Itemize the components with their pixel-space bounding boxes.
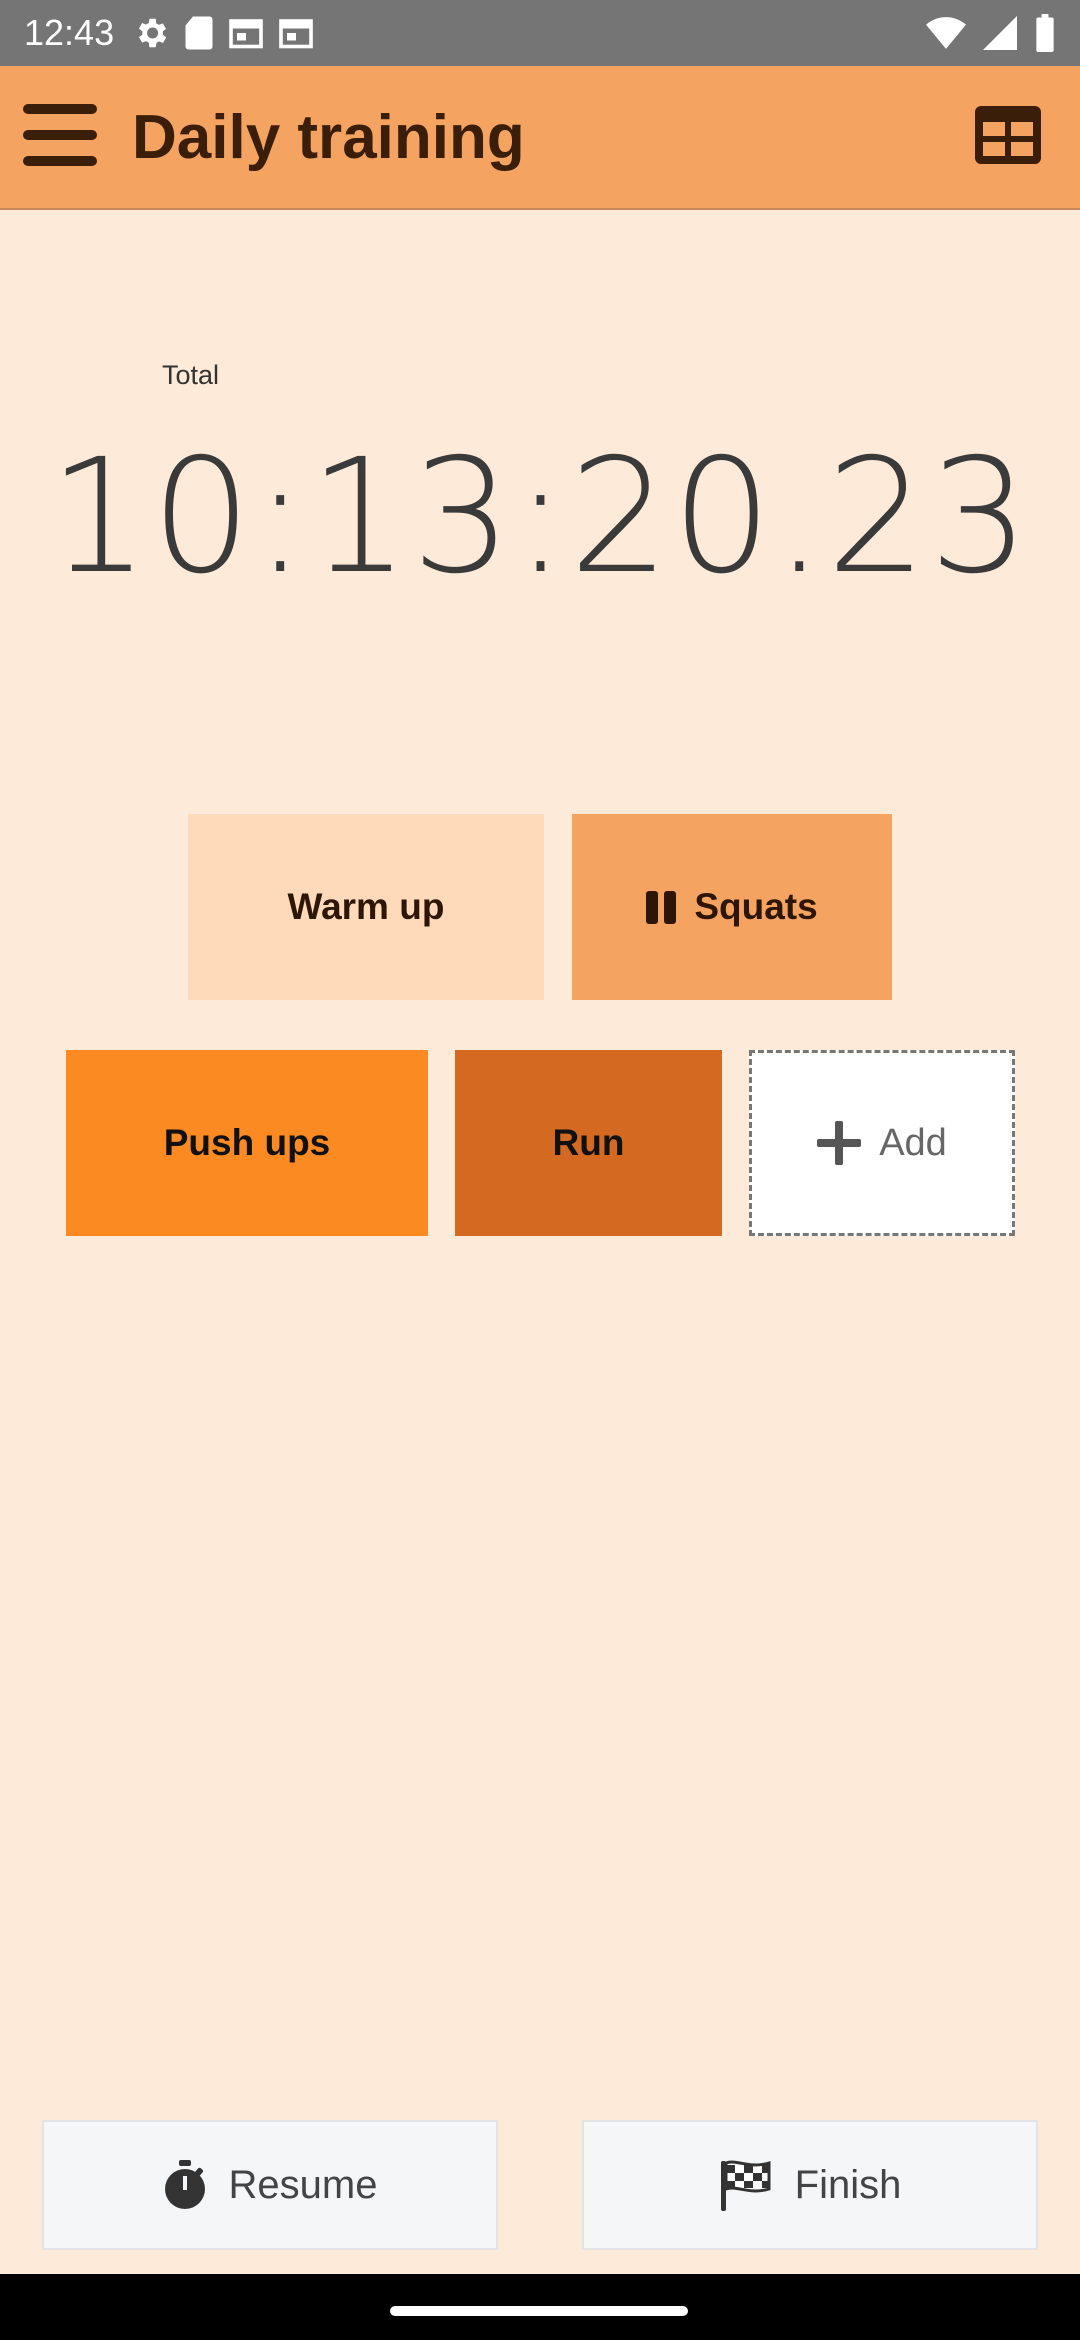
activity-label: Squats (694, 886, 818, 927)
add-activity-button[interactable]: Add (749, 1050, 1015, 1236)
table-view-button[interactable] (972, 101, 1044, 173)
finish-label: Finish (794, 2162, 902, 2207)
resume-label: Resume (228, 2162, 378, 2207)
stopwatch-icon (163, 2160, 207, 2210)
activity-tile-squats[interactable]: Squats (572, 814, 892, 1000)
status-bar: 12:43 (0, 0, 1080, 66)
status-icons-left (132, 14, 314, 52)
wifi-icon (926, 17, 966, 49)
menu-button[interactable] (0, 65, 112, 209)
add-label: Add (879, 1121, 947, 1164)
app-bar: Daily training (0, 66, 1080, 210)
page-title: Daily training (132, 102, 525, 172)
activity-tile-warm-up[interactable]: Warm up (188, 814, 544, 1000)
plus-icon (817, 1121, 862, 1165)
resume-button[interactable]: Resume (42, 2120, 498, 2250)
pause-icon (646, 890, 677, 924)
total-timer: 10:13:20.23 (48, 425, 1032, 609)
activity-label: Warm up (287, 886, 445, 927)
status-time: 12:43 (24, 12, 115, 53)
home-gesture-handle[interactable] (390, 2306, 688, 2316)
signal-icon (982, 16, 1018, 50)
calendar-icon (278, 16, 314, 50)
activity-tile-push-ups[interactable]: Push ups (66, 1050, 428, 1236)
finish-button[interactable]: Finish (582, 2120, 1038, 2250)
battery-icon (1034, 14, 1056, 52)
activity-tile-run[interactable]: Run (455, 1050, 722, 1236)
total-label: Total (162, 360, 220, 390)
calendar-icon (228, 16, 264, 50)
sd-card-icon (184, 15, 214, 51)
checkered-flag-icon (719, 2159, 773, 2211)
table-grid-icon (975, 105, 1041, 169)
activity-label: Push ups (163, 1122, 331, 1163)
settings-icon (132, 14, 170, 52)
hamburger-menu-icon (23, 103, 97, 171)
activity-label: Run (552, 1122, 625, 1163)
status-icons-right (926, 14, 1056, 52)
